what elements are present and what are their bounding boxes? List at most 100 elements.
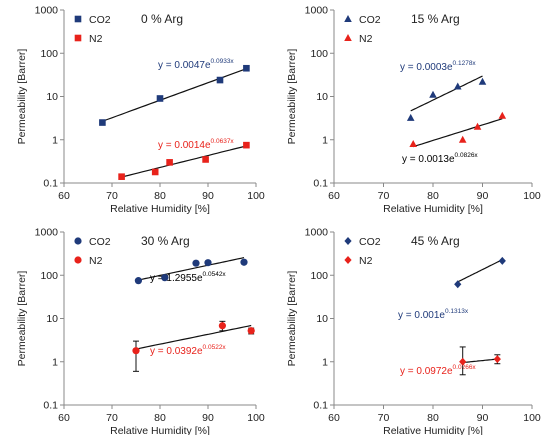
legend-marker (344, 34, 352, 41)
y-tick-label: 0.1 (43, 400, 58, 412)
x-tick-label: 70 (378, 412, 390, 424)
y-tick-label: 1 (322, 356, 328, 368)
trendline (135, 324, 252, 350)
x-tick-label: 90 (202, 412, 214, 424)
panel-title: 15 % Arg (411, 12, 460, 26)
data-point-n2 (118, 173, 125, 180)
y-axis-label: Permeability [Barrer] (16, 271, 28, 367)
data-point-co2 (454, 280, 462, 289)
data-point-co2 (429, 90, 437, 98)
panel-title: 0 % Arg (141, 12, 183, 26)
legend-label: CO2 (359, 236, 381, 248)
x-tick-label: 90 (477, 190, 489, 202)
data-point-co2 (478, 77, 487, 85)
data-point-n2 (498, 111, 507, 119)
data-point-n2 (243, 141, 250, 149)
legend-label: CO2 (89, 14, 111, 26)
legend-marker (344, 15, 352, 22)
data-point-co2 (156, 95, 164, 102)
data-point-co2 (216, 76, 224, 84)
y-tick-label: 1000 (305, 227, 329, 239)
legend-label: N2 (89, 33, 103, 45)
y-tick-label: 1000 (35, 227, 59, 239)
data-point-n2 (473, 122, 482, 130)
x-tick-label: 60 (58, 412, 70, 424)
y-tick-label: 10 (46, 91, 58, 103)
x-tick-label: 100 (523, 412, 541, 424)
chart-panel-4: 0.1 1 10 100 1000 60 70 80 90 100 Relative Humidit… (286, 227, 541, 435)
y-tick-label: 1000 (305, 5, 329, 17)
x-tick-label: 80 (154, 190, 166, 202)
x-tick-label: 100 (247, 190, 265, 202)
data-point-co2 (134, 277, 142, 285)
data-point-co2 (204, 259, 212, 267)
data-point-co2 (406, 113, 415, 121)
legend-label: CO2 (359, 14, 381, 26)
data-point-n2 (151, 168, 159, 176)
y-tick-label: 100 (40, 48, 58, 60)
legend-label: N2 (359, 33, 373, 45)
y-tick-label: 100 (40, 270, 58, 282)
x-tick-label: 70 (378, 190, 390, 202)
x-axis-label: Relative Humidity [%] (383, 203, 483, 215)
x-axis-label: Relative Humidity [%] (110, 425, 210, 435)
data-point-co2 (498, 256, 506, 265)
y-tick-label: 1000 (35, 5, 59, 17)
chart-panel-2: 0.1 1 10 100 1000 60 70 80 90 100 Relative Humidit… (286, 5, 541, 216)
x-tick-label: 100 (247, 412, 265, 424)
y-tick-label: 100 (310, 48, 328, 60)
trendline (413, 118, 503, 148)
trendline (138, 257, 245, 281)
y-tick-label: 1 (52, 356, 58, 368)
legend-marker (344, 237, 352, 245)
x-tick-label: 90 (202, 190, 214, 202)
chart-panel-1: 0.1 1 10 100 1000 60 70 80 90 100 Relative Humidit… (16, 5, 265, 216)
x-axis-label: Relative Humidity [%] (110, 203, 210, 215)
data-point-n2 (409, 139, 417, 147)
data-point-co2 (192, 259, 200, 267)
y-tick-label: 0.1 (313, 178, 328, 190)
data-point-n2 (247, 327, 255, 335)
trend-equation: y = 0.0014e0.0637x (158, 138, 234, 151)
y-axis-label: Permeability [Barrer] (16, 49, 28, 145)
data-point-n2 (493, 355, 501, 364)
x-tick-label: 60 (328, 412, 340, 424)
y-tick-label: 10 (316, 313, 328, 325)
x-tick-label: 80 (154, 412, 166, 424)
trend-equation: y = 0.0047e0.0933x (158, 58, 234, 71)
trendline (410, 75, 483, 112)
data-point-co2 (240, 258, 248, 266)
x-tick-label: 100 (523, 190, 541, 202)
data-point-n2 (218, 322, 226, 330)
x-tick-label: 70 (106, 190, 118, 202)
trendline (462, 358, 498, 364)
trend-equation: y = 1.2955e0.0542x (150, 271, 226, 284)
legend-label: N2 (89, 255, 103, 267)
data-point-n2 (202, 156, 209, 163)
y-axis-label: Permeability [Barrer] (286, 49, 298, 145)
legend-marker (344, 256, 352, 264)
data-point-n2 (132, 347, 140, 355)
legend-marker (74, 256, 82, 264)
data-point-co2 (243, 64, 250, 72)
y-tick-label: 0.1 (313, 400, 328, 412)
x-tick-label: 60 (328, 190, 340, 202)
y-tick-label: 10 (46, 313, 58, 325)
data-point-co2 (161, 274, 169, 282)
x-tick-label: 80 (427, 190, 439, 202)
x-tick-label: 70 (106, 412, 118, 424)
data-point-co2 (453, 82, 462, 90)
data-point-co2 (99, 119, 106, 126)
y-tick-label: 100 (310, 270, 328, 282)
y-tick-label: 1 (322, 134, 328, 146)
trend-equation: y = 0.0972e0.0266x (400, 364, 476, 377)
y-tick-label: 0.1 (43, 178, 58, 190)
panel-title: 30 % Arg (141, 234, 190, 248)
y-axis-label: Permeability [Barrer] (286, 271, 298, 367)
data-point-n2 (458, 135, 467, 143)
trend-equation: y = 0.0392e0.0522x (150, 344, 226, 357)
y-tick-label: 10 (316, 91, 328, 103)
x-tick-label: 80 (427, 412, 439, 424)
trend-equation: y = 0.001e0.1313x (398, 308, 469, 321)
